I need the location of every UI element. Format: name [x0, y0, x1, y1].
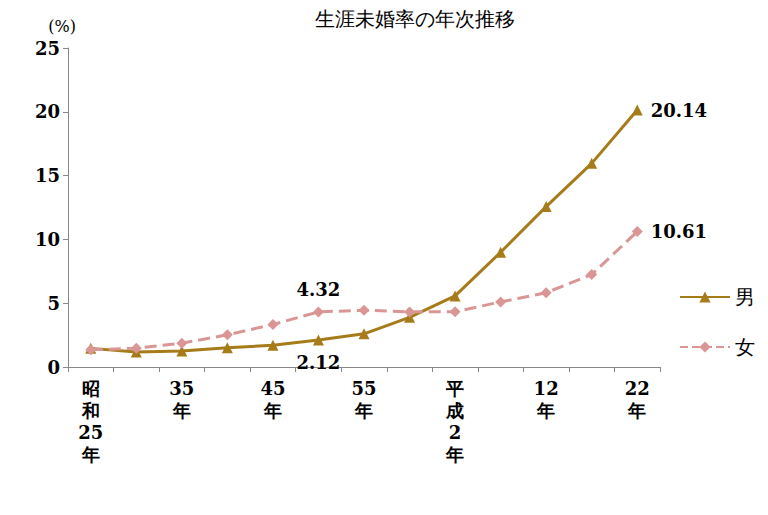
svg-text:男: 男	[735, 285, 755, 309]
svg-text:年: 年	[627, 400, 646, 421]
svg-text:(%): (%)	[48, 17, 76, 36]
svg-text:年: 年	[172, 400, 191, 421]
svg-text:年: 年	[81, 444, 100, 465]
svg-text:55: 55	[351, 378, 376, 399]
svg-text:25: 25	[78, 422, 103, 443]
svg-text:平: 平	[445, 378, 464, 399]
svg-text:年: 年	[263, 400, 282, 421]
svg-text:女: 女	[735, 335, 755, 359]
svg-text:12: 12	[534, 378, 559, 399]
svg-text:年: 年	[445, 444, 464, 465]
svg-text:35: 35	[169, 378, 194, 399]
svg-text:生涯未婚率の年次推移: 生涯未婚率の年次推移	[315, 7, 515, 31]
svg-text:4.32: 4.32	[297, 279, 341, 300]
svg-text:22: 22	[625, 378, 650, 399]
svg-text:2.12: 2.12	[297, 352, 341, 373]
svg-text:20: 20	[35, 101, 60, 122]
svg-text:年: 年	[536, 400, 555, 421]
svg-text:昭: 昭	[82, 378, 100, 399]
svg-text:10: 10	[35, 229, 60, 250]
svg-text:15: 15	[35, 165, 60, 186]
svg-text:20.14: 20.14	[651, 100, 707, 121]
svg-text:45: 45	[260, 378, 285, 399]
svg-text:5: 5	[47, 293, 60, 314]
svg-text:年: 年	[354, 400, 373, 421]
svg-text:0: 0	[47, 357, 60, 378]
svg-text:和: 和	[81, 400, 100, 421]
svg-text:25: 25	[35, 38, 60, 59]
svg-text:10.61: 10.61	[651, 221, 707, 242]
svg-text:成: 成	[445, 400, 464, 421]
svg-text:2: 2	[449, 422, 462, 443]
